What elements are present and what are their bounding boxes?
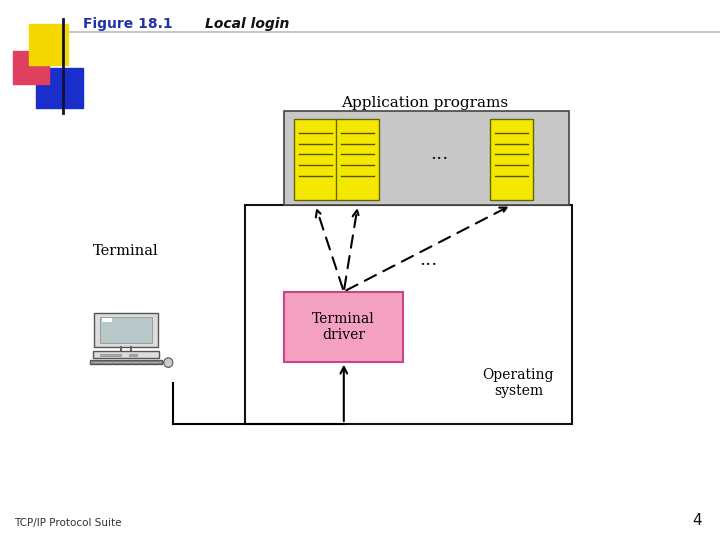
Text: ···: ··· (419, 255, 438, 274)
Bar (93, 352, 159, 358)
Bar (490, 119, 533, 200)
Bar (29, 24, 68, 65)
Bar (336, 119, 379, 200)
Bar (94, 313, 158, 347)
Bar (102, 319, 112, 322)
Bar (36, 68, 83, 108)
Text: 4: 4 (693, 513, 702, 528)
Text: Operating
system: Operating system (482, 368, 554, 399)
Bar (100, 354, 122, 356)
Bar (284, 292, 403, 362)
Bar (284, 111, 569, 205)
Text: ···: ··· (430, 150, 449, 168)
Text: TCP/IP Protocol Suite: TCP/IP Protocol Suite (14, 518, 122, 528)
Ellipse shape (163, 358, 173, 367)
Bar (129, 354, 137, 356)
Bar (294, 119, 337, 200)
Bar (90, 360, 162, 364)
Text: Application programs: Application programs (341, 96, 508, 110)
Text: Local login: Local login (205, 17, 289, 31)
Text: Terminal
driver: Terminal driver (312, 312, 375, 342)
Text: Terminal: Terminal (93, 244, 159, 258)
Text: Figure 18.1: Figure 18.1 (83, 17, 172, 31)
Bar (245, 205, 572, 424)
Bar (100, 318, 152, 343)
Bar (13, 51, 49, 84)
